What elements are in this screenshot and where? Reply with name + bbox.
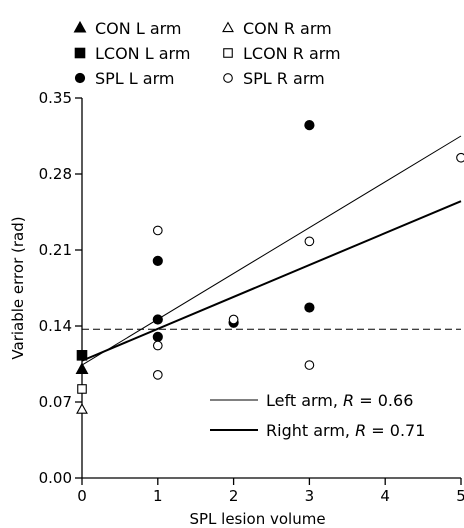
x-ticks: 0 1 2 3 4 5 <box>77 478 464 505</box>
data-point <box>228 314 239 325</box>
y-ticks: 0.00 0.07 0.14 0.21 0.28 0.35 <box>39 89 82 487</box>
legend-label: LCON L arm <box>95 44 190 63</box>
data-point <box>304 236 315 247</box>
fit-lines <box>81 135 462 366</box>
y-tick-label: 0.07 <box>39 393 72 411</box>
data-point <box>76 350 88 361</box>
data-point <box>304 360 315 370</box>
data-point <box>152 340 163 351</box>
x-tick-label: 0 <box>77 487 87 505</box>
x-tick-label: 5 <box>456 487 464 505</box>
data-point <box>456 152 464 163</box>
data-point <box>304 120 315 131</box>
x-tick-label: 1 <box>153 487 163 505</box>
legend-label: SPL R arm <box>243 69 325 88</box>
fit-legend-label: Right arm, R = 0.71 <box>266 421 425 440</box>
y-tick-label: 0.00 <box>39 469 72 487</box>
legend-label: CON L arm <box>95 19 182 38</box>
x-tick-label: 3 <box>305 487 315 505</box>
legend-marker <box>74 72 86 84</box>
plot-area: 0.00 0.07 0.14 0.21 0.28 0.35 0 1 2 3 4 5 Left arm… <box>39 89 464 505</box>
x-axis-title: SPL lesion volume <box>189 510 325 528</box>
y-tick-label: 0.35 <box>39 89 72 107</box>
data-point <box>152 331 163 342</box>
data-point <box>152 370 163 380</box>
legend-label: CON R arm <box>243 19 332 38</box>
x-tick-label: 4 <box>380 487 390 505</box>
legend-marker <box>223 48 233 58</box>
data-point <box>76 403 88 414</box>
y-tick-label: 0.21 <box>39 241 72 259</box>
legend: CON L arm CON R arm LCON L arm LCON R arm SP… <box>73 19 341 88</box>
data-point <box>152 255 163 266</box>
y-tick-label: 0.28 <box>39 165 72 183</box>
left-arm-fit-line <box>81 135 462 366</box>
data-points <box>75 120 464 414</box>
data-point <box>77 384 87 394</box>
legend-marker <box>73 20 87 33</box>
right-arm-fit-line <box>81 200 462 362</box>
data-point <box>75 362 89 374</box>
legend-label: SPL L arm <box>95 69 175 88</box>
fit-legend-label: Left arm, R = 0.66 <box>266 391 413 410</box>
y-axis-title: Variable error (rad) <box>9 216 27 359</box>
x-tick-label: 2 <box>229 487 239 505</box>
legend-label: LCON R arm <box>243 44 341 63</box>
legend-marker <box>223 73 233 83</box>
data-point <box>152 314 163 325</box>
legend-marker <box>74 47 86 59</box>
y-tick-label: 0.14 <box>39 317 72 335</box>
data-point <box>152 225 163 236</box>
legend-marker <box>222 21 234 33</box>
fit-line-legend: Left arm, R = 0.66 Right arm, R = 0.71 <box>210 391 425 440</box>
data-point <box>304 302 315 313</box>
